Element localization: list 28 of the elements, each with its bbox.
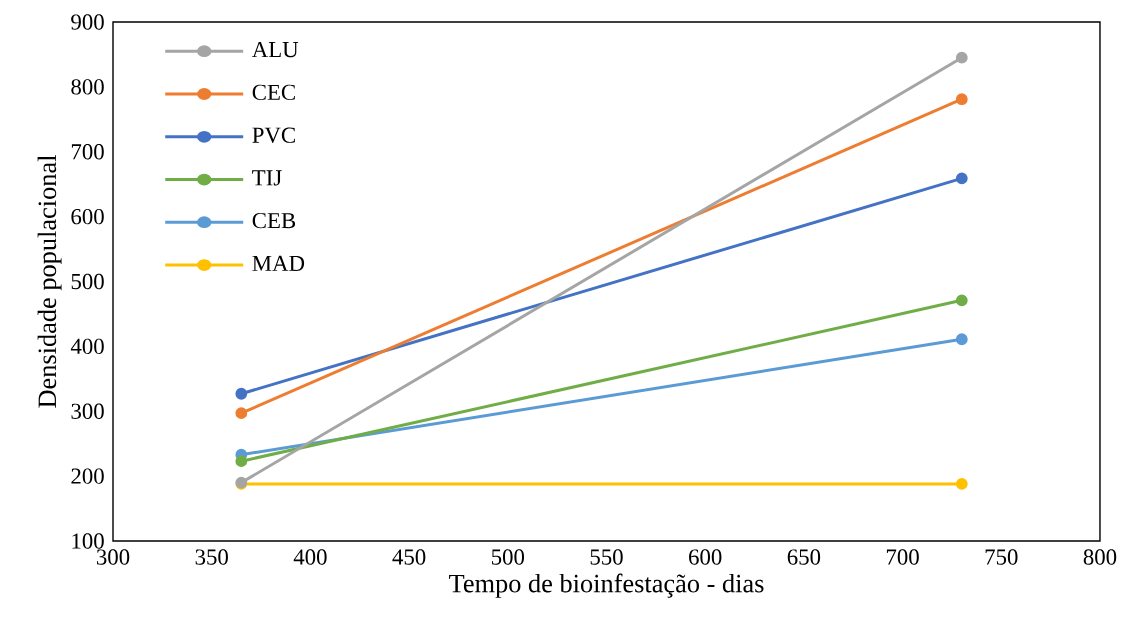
x-axis-title: Tempo de bioinfestação - dias xyxy=(449,573,764,598)
y-tick-label: 700 xyxy=(71,144,104,160)
x-tick-label: 500 xyxy=(491,549,525,565)
x-tick-label: 650 xyxy=(787,549,821,565)
x-tick-label: 600 xyxy=(689,549,722,565)
y-tick-label: 600 xyxy=(71,208,104,225)
x-tick-label: 400 xyxy=(293,549,327,565)
x-tick-label: 700 xyxy=(886,549,919,565)
y-tick-label: 900 xyxy=(71,14,104,30)
y-tick-label: 200 xyxy=(71,468,104,484)
x-tick-label: 800 xyxy=(1083,549,1117,565)
x-tick-label: 300 xyxy=(96,549,130,565)
legend-label: TIJ xyxy=(252,170,282,186)
y-axis-title: Densidade populacional xyxy=(37,155,62,408)
legend-label: PVC xyxy=(252,127,295,143)
y-tick-label: 800 xyxy=(71,79,104,95)
legend-label: ALU xyxy=(251,41,299,58)
x-tick-label: 350 xyxy=(195,549,228,565)
y-tick-label: 100 xyxy=(72,533,104,549)
y-tick-label: 500 xyxy=(71,273,104,290)
legend-label: CEC xyxy=(252,84,295,101)
x-tick-label: 750 xyxy=(985,549,1018,565)
y-tick-label: 400 xyxy=(70,338,104,355)
x-tick-label: 550 xyxy=(590,549,623,565)
x-tick-label: 450 xyxy=(392,549,426,565)
legend-label: CEB xyxy=(252,212,296,229)
legend-label: MAD xyxy=(252,255,305,271)
y-tick-label: 300 xyxy=(71,403,104,419)
